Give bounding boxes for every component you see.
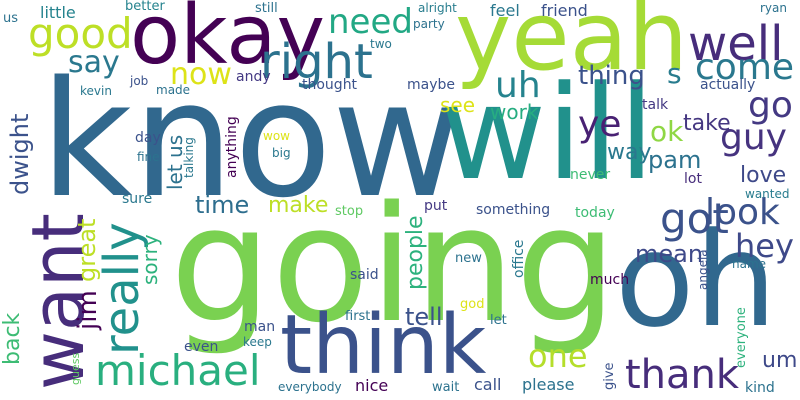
word-never: never: [570, 167, 611, 183]
word-okay: okay: [130, 0, 325, 83]
word-actually: actually: [700, 77, 756, 93]
word-s: s: [667, 57, 682, 90]
word-feel: feel: [490, 1, 520, 20]
word-thank: thank: [625, 352, 740, 398]
word-one: one: [528, 337, 588, 375]
word-thing: thing: [578, 61, 645, 91]
word-guess: guess: [69, 352, 82, 385]
word-god: god: [460, 297, 485, 312]
word-put: put: [424, 198, 448, 214]
word-time: time: [195, 191, 250, 219]
word-oh: oh: [615, 204, 777, 356]
word-office: office: [511, 239, 527, 278]
word-today: today: [575, 205, 615, 221]
word-hey: hey: [735, 227, 794, 265]
word-made: made: [156, 83, 191, 97]
word-michael: michael: [95, 346, 261, 395]
word-think: think: [280, 298, 487, 393]
word-two: two: [370, 37, 392, 51]
word-friend: friend: [541, 1, 588, 20]
word-well: well: [688, 16, 784, 72]
word-big: big: [272, 146, 291, 160]
word-work: work: [490, 100, 539, 124]
word-anything: anything: [224, 116, 240, 178]
word-angela: angela: [696, 249, 710, 290]
word-much: much: [590, 272, 630, 288]
word-party: party: [413, 17, 445, 31]
word-everybody: everybody: [278, 380, 342, 394]
word-everyone: everyone: [734, 307, 749, 368]
word-yeah: yeah: [455, 0, 689, 92]
word-please: please: [522, 375, 575, 394]
word-even: even: [184, 339, 219, 355]
word-nice: nice: [355, 376, 389, 395]
word-make: make: [268, 193, 329, 218]
word-guy: guy: [720, 117, 787, 158]
word-go: go: [748, 85, 793, 126]
word-need: need: [328, 2, 413, 42]
word-alright: alright: [418, 1, 457, 15]
word-good: good: [28, 9, 133, 58]
word-something: something: [476, 202, 551, 218]
word-maybe: maybe: [407, 77, 456, 93]
word-keep: keep: [243, 335, 272, 349]
word-now: now: [170, 57, 232, 92]
word-say: say: [68, 45, 120, 80]
word-going: going: [170, 171, 617, 358]
word-back: back: [0, 312, 25, 365]
word-little: little: [40, 3, 76, 22]
word-let: let: [490, 313, 507, 328]
word-wait: wait: [432, 380, 460, 395]
word-will: will: [440, 57, 655, 209]
word-sure: sure: [122, 191, 153, 207]
word-ryan: ryan: [760, 1, 787, 15]
word-know: know: [40, 46, 463, 233]
word-day: day: [135, 130, 161, 146]
word-come: come: [695, 47, 795, 88]
word-still: still: [255, 1, 278, 16]
word-lot: lot: [684, 171, 702, 187]
word-talking: talking: [182, 137, 196, 178]
word-stop: stop: [335, 204, 364, 219]
word-tell: tell: [405, 303, 443, 331]
word-fine: fine: [137, 150, 160, 164]
word-better: better: [125, 0, 165, 14]
word-got: got: [660, 194, 729, 243]
word-dwight: dwight: [6, 113, 34, 195]
word-talk: talk: [642, 97, 669, 113]
word-jim: jim: [73, 290, 103, 330]
word-people: people: [403, 215, 428, 290]
word-thought: thought: [302, 77, 358, 93]
word-call: call: [474, 375, 502, 394]
word-andy: andy: [236, 69, 271, 85]
word-ok: ok: [650, 115, 684, 148]
word-sorry: sorry: [138, 234, 162, 285]
word-wow: wow: [263, 129, 290, 143]
word-said: said: [350, 267, 379, 283]
word-uh: uh: [495, 65, 541, 106]
word-new: new: [455, 251, 482, 266]
word-us: us: [3, 11, 19, 26]
word-love: love: [740, 163, 787, 188]
word-way: way: [607, 140, 652, 165]
word-wanted: wanted: [745, 187, 790, 201]
word-give: give: [602, 362, 617, 390]
word-ye: ye: [578, 104, 622, 145]
word-job: job: [130, 74, 149, 88]
word-look: look: [705, 192, 780, 233]
word-name: name: [732, 257, 767, 271]
word-pam: pam: [648, 146, 702, 174]
word-take: take: [683, 111, 731, 136]
word-um: um: [762, 348, 798, 373]
word-man: man: [244, 319, 276, 335]
word-see: see: [440, 93, 476, 117]
word-kevin: kevin: [80, 84, 112, 98]
word-right: right: [260, 34, 373, 90]
word-kind: kind: [745, 380, 775, 396]
word-first: first: [345, 309, 371, 324]
word-great: great: [73, 218, 101, 282]
word-mean: mean: [635, 240, 704, 268]
